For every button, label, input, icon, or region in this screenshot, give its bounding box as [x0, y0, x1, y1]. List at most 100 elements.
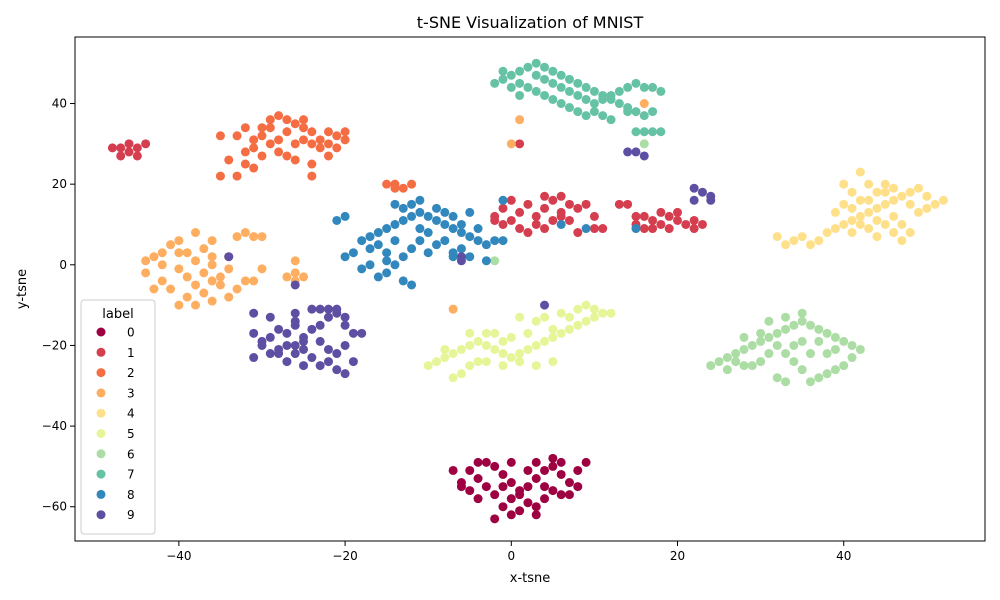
- data-point-2: [265, 123, 275, 133]
- data-point-5: [581, 316, 591, 326]
- data-point-3: [207, 236, 217, 246]
- data-point-9: [290, 340, 300, 350]
- data-point-0: [540, 494, 550, 504]
- data-point-4: [889, 211, 899, 221]
- data-point-8: [440, 207, 450, 217]
- data-point-7: [573, 90, 583, 100]
- data-point-5: [473, 357, 483, 367]
- data-point-2: [290, 119, 300, 129]
- data-point-2: [249, 143, 259, 153]
- data-point-2: [290, 139, 300, 149]
- data-point-2: [224, 155, 234, 165]
- data-point-3: [232, 232, 242, 242]
- data-point-7: [564, 74, 574, 84]
- data-point-7: [606, 90, 616, 100]
- data-point-1: [531, 211, 541, 221]
- data-point-0: [473, 457, 483, 467]
- data-point-9: [299, 336, 309, 346]
- data-point-0: [481, 457, 491, 467]
- data-point-7: [556, 70, 566, 80]
- data-point-5: [448, 373, 458, 383]
- data-point-0: [581, 457, 591, 467]
- data-point-4: [772, 232, 782, 242]
- data-point-4: [930, 199, 940, 209]
- data-point-8: [373, 240, 383, 250]
- data-point-6: [731, 357, 741, 367]
- data-point-7: [523, 62, 533, 72]
- data-point-9: [623, 147, 633, 157]
- data-point-5: [548, 332, 558, 342]
- y-axis-label: y-tsne: [15, 269, 30, 309]
- data-point-0: [523, 465, 533, 475]
- data-point-0: [465, 465, 475, 475]
- data-point-1: [614, 199, 624, 209]
- data-point-0: [564, 478, 574, 488]
- data-point-1: [506, 195, 516, 205]
- data-point-5: [506, 353, 516, 363]
- data-point-1: [540, 203, 550, 213]
- data-point-4: [847, 215, 857, 225]
- data-point-9: [315, 336, 325, 346]
- data-point-7: [589, 86, 599, 96]
- data-point-9: [340, 369, 350, 379]
- data-point-3: [639, 99, 649, 109]
- legend-marker-9: [96, 510, 106, 520]
- data-point-3: [166, 240, 176, 250]
- data-point-8: [498, 195, 508, 205]
- data-point-2: [407, 179, 417, 189]
- data-point-0: [506, 478, 516, 488]
- data-point-5: [498, 361, 508, 371]
- legend: label 0 1 2 3 4 5 6 7 8 9: [80, 299, 156, 535]
- data-point-2: [257, 123, 267, 133]
- data-point-7: [548, 66, 558, 76]
- data-point-1: [498, 203, 508, 213]
- data-point-6: [756, 336, 766, 346]
- data-point-9: [299, 361, 309, 371]
- legend-label-9: 9: [127, 508, 135, 522]
- data-point-4: [880, 199, 890, 209]
- data-point-1: [689, 215, 699, 225]
- data-point-0: [490, 490, 500, 500]
- data-point-3: [166, 284, 176, 294]
- data-point-2: [240, 123, 250, 133]
- data-point-6: [830, 344, 840, 354]
- data-point-1: [548, 195, 558, 205]
- data-point-3: [182, 272, 192, 282]
- legend-label-8: 8: [127, 488, 135, 502]
- data-point-4: [847, 203, 857, 213]
- data-point-6: [781, 349, 791, 359]
- data-point-8: [456, 244, 466, 254]
- legend-marker-3: [96, 388, 106, 398]
- data-point-8: [332, 215, 342, 225]
- data-point-9: [357, 328, 367, 338]
- data-point-6: [490, 256, 500, 266]
- data-point-0: [531, 474, 541, 484]
- data-point-5: [481, 328, 491, 338]
- data-point-4: [880, 179, 890, 189]
- data-point-5: [490, 328, 500, 338]
- data-point-9: [315, 304, 325, 314]
- data-point-1: [141, 139, 151, 149]
- data-point-0: [564, 490, 574, 500]
- data-point-0: [506, 510, 516, 520]
- data-point-3: [515, 115, 525, 125]
- x-axis-ticks: −40 −20 0 20 40: [166, 541, 851, 563]
- data-point-7: [548, 94, 558, 104]
- data-point-3: [182, 292, 192, 302]
- data-point-7: [623, 82, 633, 92]
- data-point-3: [191, 228, 201, 238]
- data-point-3: [199, 268, 209, 278]
- data-point-7: [639, 127, 649, 137]
- y-tick-label: 0: [59, 258, 67, 272]
- data-point-0: [473, 494, 483, 504]
- data-point-8: [473, 224, 483, 234]
- data-point-5: [440, 353, 450, 363]
- data-point-7: [531, 58, 541, 68]
- data-point-9: [249, 328, 259, 338]
- data-point-7: [623, 107, 633, 117]
- data-point-4: [864, 179, 874, 189]
- data-point-1: [573, 228, 583, 238]
- data-point-3: [174, 300, 184, 310]
- data-point-3: [232, 284, 242, 294]
- data-point-7: [564, 86, 574, 96]
